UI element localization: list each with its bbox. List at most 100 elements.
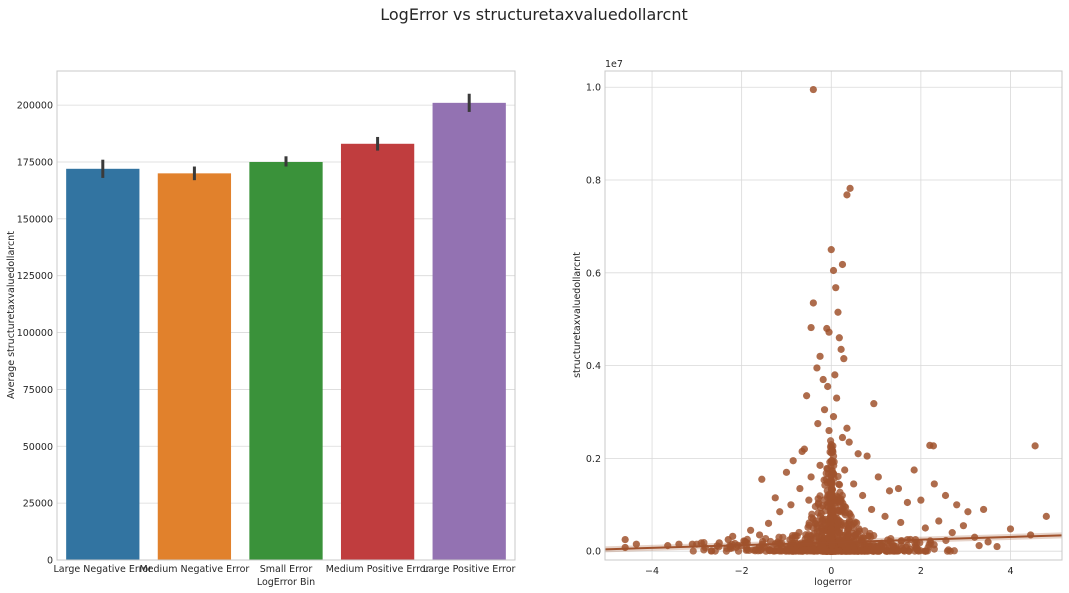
scatter-point [861,527,869,535]
scatter-point [789,547,797,555]
scatter-xlabel: logerror [814,577,852,588]
scatter-point [814,509,822,517]
scatter-point [870,400,878,408]
regression-line [604,534,1063,551]
scatter-point [859,491,867,500]
scatter-point [885,487,894,495]
scatter-ytick-label: 1.0 [586,83,601,94]
scatter-point [825,426,833,435]
scatter-point [837,345,845,353]
scatter-point [816,352,824,360]
scatter-plot-frame [604,70,1063,561]
bar-ytick-label: 25000 [23,499,53,510]
scatter-ytick-label: 0.0 [586,547,601,558]
scatter-point [828,480,836,488]
scatter-point [861,547,869,555]
scatter-point [823,464,831,473]
scatter-point [903,498,912,507]
scatter-point [984,538,992,546]
scatter-point [751,546,760,554]
scatter-point [621,535,629,544]
scatter-point [843,547,851,555]
scatter-point [834,547,842,555]
scatter-point [835,334,843,342]
scatter-point [841,466,849,474]
scatter-point [964,508,972,516]
bar [432,102,506,560]
scatter-point [917,496,925,504]
scatter-point [929,442,938,450]
bar [66,168,140,561]
scatter-point [834,472,842,481]
scatter-point [948,529,956,537]
scatter-point [953,501,961,509]
scatter-point [811,502,819,511]
bar-ytick-label: 75000 [23,385,53,396]
bar-ytick-label: 100000 [17,328,53,339]
bar [157,173,232,561]
scatter-chart: 0.00.20.40.60.81.0 −4 −2 0 2 4 1e7 logerror … [572,59,1063,588]
bar-xtick-label: Medium Positive Error [326,564,430,575]
scatter-point [912,543,920,551]
scatter-point [1042,512,1050,520]
scatter-point [833,394,841,402]
scatter-point [747,526,755,534]
scatter-point [818,528,827,536]
scatter-point [796,484,804,493]
scatter-dense-cluster [689,437,958,555]
scatter-point [841,509,850,517]
scatter-point [921,524,929,532]
scatter-point [819,375,827,384]
bar-xtick-label: Large Positive Error [423,564,516,575]
bar [340,143,415,560]
scatter-point [843,424,851,432]
scatter-point [843,191,851,199]
scatter-point [993,542,1001,551]
scatter-point [935,517,943,525]
scatter-ytick-label: 0.4 [586,361,601,372]
scatter-point [771,494,779,502]
scatter-point [832,284,840,292]
scatter-point [835,480,843,488]
scatter-point [959,522,968,530]
scatter-point [975,542,983,550]
scatter-point [827,525,835,533]
scatter-point [820,406,829,414]
scatter-point [930,545,938,553]
scatter-point [838,433,847,442]
scatter-point [828,444,836,452]
scatter-point [632,540,640,548]
scatter-point [805,496,813,504]
scatter-point [689,547,697,555]
scatter-y-multiplier: 1e7 [605,59,623,70]
scatter-point [793,532,801,540]
scatter-point [831,499,839,507]
scatter-point [807,323,815,332]
scatter-point [826,493,834,502]
scatter-point [757,545,765,554]
figure-title: LogError vs structuretaxvaluedollarcnt [380,5,688,24]
scatter-point [829,266,838,275]
scatter-point [816,492,824,500]
scatter-point [827,472,835,480]
scatter-xtick-label: −2 [735,566,749,577]
scatter-xtick-label: 0 [828,566,834,577]
scatter-point [764,519,773,527]
scatter-point [799,546,807,555]
scatter-point [894,484,903,493]
scatter-point [782,468,791,476]
scatter-point [870,547,878,555]
scatter-point [897,518,905,527]
scatter-point [845,520,853,528]
scatter-point [848,542,856,550]
scatter-point [834,308,842,316]
scatter-point [910,466,918,474]
bar-ytick-label: 125000 [17,271,53,282]
scatter-point [838,260,847,269]
bar-ytick-label: 175000 [17,157,53,168]
bar-ylabel: Average structuretaxvaluedollarcnt [6,231,17,399]
scatter-xtick-label: 4 [1007,566,1013,577]
scatter-point [809,85,817,94]
scatter-point [820,547,828,555]
scatter-point [906,545,914,553]
